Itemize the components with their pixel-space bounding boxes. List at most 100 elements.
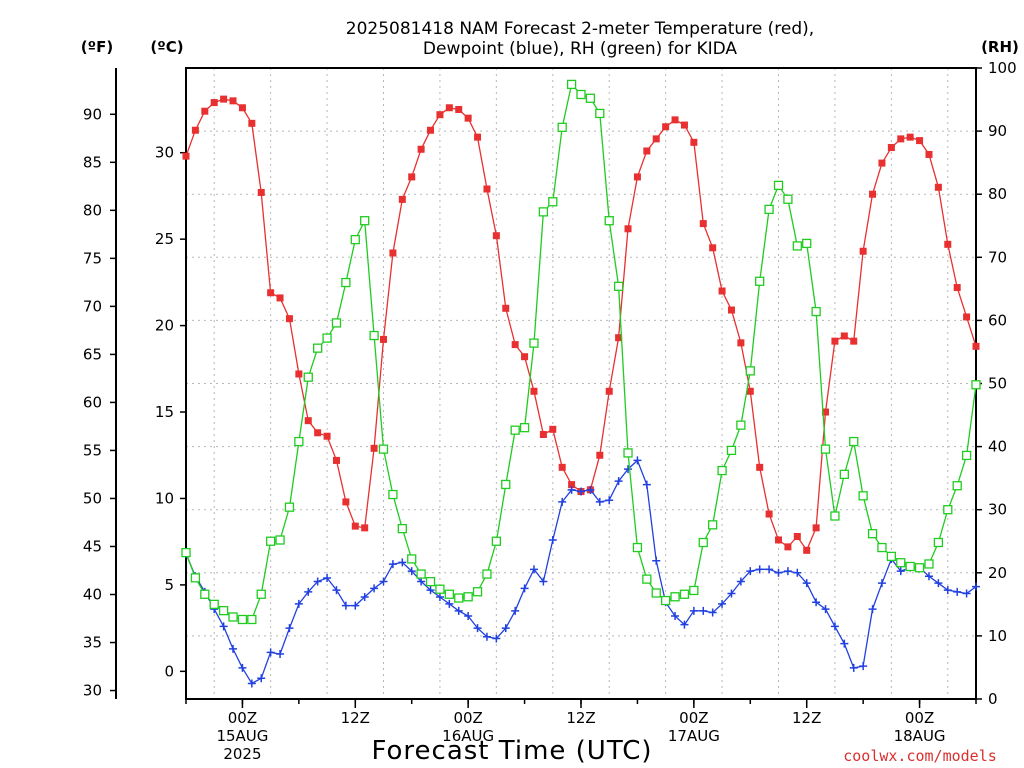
rh-point (585, 93, 596, 103)
rh-point (200, 589, 210, 599)
temperature-point (916, 137, 924, 145)
temperature-point (351, 522, 359, 530)
dewpoint-point (285, 624, 294, 633)
dewpoint-point (896, 567, 905, 576)
rh-point (783, 194, 793, 204)
fahrenheit-tick-label: 50 (83, 489, 102, 507)
temperature-point (887, 144, 895, 152)
temperature-point (897, 135, 905, 143)
temperature-point (445, 104, 453, 112)
rh-point (877, 542, 887, 553)
temperature-point (314, 429, 322, 437)
dewpoint-point (736, 577, 745, 586)
celsius-unit-label: (ºC) (150, 38, 183, 56)
temperature-point (511, 341, 519, 349)
temperature-point (474, 133, 482, 141)
fahrenheit-tick-label: 90 (83, 105, 102, 123)
temperature-point (972, 342, 980, 350)
dewpoint-point (849, 663, 858, 672)
x-tick-time-label: 00Z (679, 709, 708, 727)
rh-point (501, 479, 511, 490)
temperature-point (756, 463, 764, 471)
temperature-point (633, 173, 641, 181)
rh-point (566, 79, 577, 90)
temperature-point (869, 190, 877, 198)
fahrenheit-tick-label: 80 (83, 201, 102, 219)
temperature-point (709, 244, 717, 252)
fahrenheit-tick-label: 35 (83, 634, 102, 652)
fahrenheit-tick-label: 45 (83, 537, 102, 555)
temperature-point (332, 456, 340, 464)
data-series (181, 79, 981, 688)
rh-point (313, 343, 323, 353)
dewpoint-point (746, 567, 755, 576)
rh-point (773, 180, 784, 191)
rh-point (369, 330, 379, 341)
dewpoint-point (614, 477, 623, 486)
dewpoint-point (605, 496, 614, 505)
dewpoint-point (332, 586, 341, 595)
plot-frame (185, 67, 977, 700)
temperature-point (775, 536, 782, 544)
dewpoint-point (407, 567, 416, 576)
rh-point (849, 436, 859, 447)
temperature-point (521, 353, 529, 361)
rh-point (755, 276, 765, 286)
x-tick-time-label: 00Z (228, 709, 257, 727)
temperature-point (558, 463, 566, 471)
rh-point (698, 537, 708, 548)
rh-point (378, 444, 389, 454)
rh-point (971, 380, 981, 390)
temperature-point (417, 145, 425, 153)
dewpoint-point (482, 632, 491, 641)
rh-point (576, 89, 586, 100)
rh-point (886, 551, 897, 562)
temperature-point (370, 444, 378, 452)
temperature-point (568, 481, 576, 489)
temperature-point (191, 126, 199, 134)
dewpoint-point (859, 662, 868, 671)
rh-point (284, 502, 295, 512)
dewpoint-point (774, 568, 783, 577)
temperature-point (662, 123, 670, 131)
rh-point (256, 589, 266, 599)
temperature-line (185, 98, 977, 552)
rh-tick-label: 10 (988, 627, 1007, 645)
temperature-point (201, 107, 209, 115)
temperature-point (803, 546, 811, 554)
chart-axes: 3035404550556065707580859005101520253001… (83, 59, 1017, 763)
temperature-point (831, 337, 839, 345)
temperature-point (718, 287, 726, 295)
rh-point (867, 529, 878, 539)
dewpoint-point (934, 579, 943, 588)
temperature-point (342, 498, 350, 506)
rh-tick-label: 60 (988, 311, 1007, 329)
rh-point (237, 614, 248, 625)
dewpoint-point (351, 601, 360, 610)
fahrenheit-tick-label: 40 (83, 586, 102, 604)
rh-point (472, 587, 483, 597)
chart-title-line-2: Dewpoint (blue), RH (green) for KIDA (423, 39, 738, 59)
temperature-point (285, 315, 293, 323)
rh-point (491, 536, 502, 546)
temperature-point (229, 97, 237, 105)
temperature-point (680, 121, 688, 129)
dewpoint-point (464, 612, 473, 621)
dewpoint-point (577, 487, 585, 496)
grid-lines (186, 68, 976, 699)
credit-label: coolwx.com/models (843, 747, 997, 765)
temperature-point (840, 332, 848, 340)
temperature-point (464, 114, 472, 122)
rh-point (350, 234, 360, 245)
rh-point (425, 576, 436, 587)
rh-line (185, 83, 977, 621)
rh-point (632, 542, 643, 553)
dewpoint-point (718, 599, 727, 608)
rh-tick-label: 20 (988, 564, 1007, 582)
celsius-tick-label: 10 (155, 489, 174, 507)
temperature-point (210, 99, 218, 107)
dewpoint-point (765, 565, 774, 574)
rh-point (670, 592, 680, 602)
dewpoint-point (257, 674, 266, 683)
temperature-point (502, 304, 510, 312)
